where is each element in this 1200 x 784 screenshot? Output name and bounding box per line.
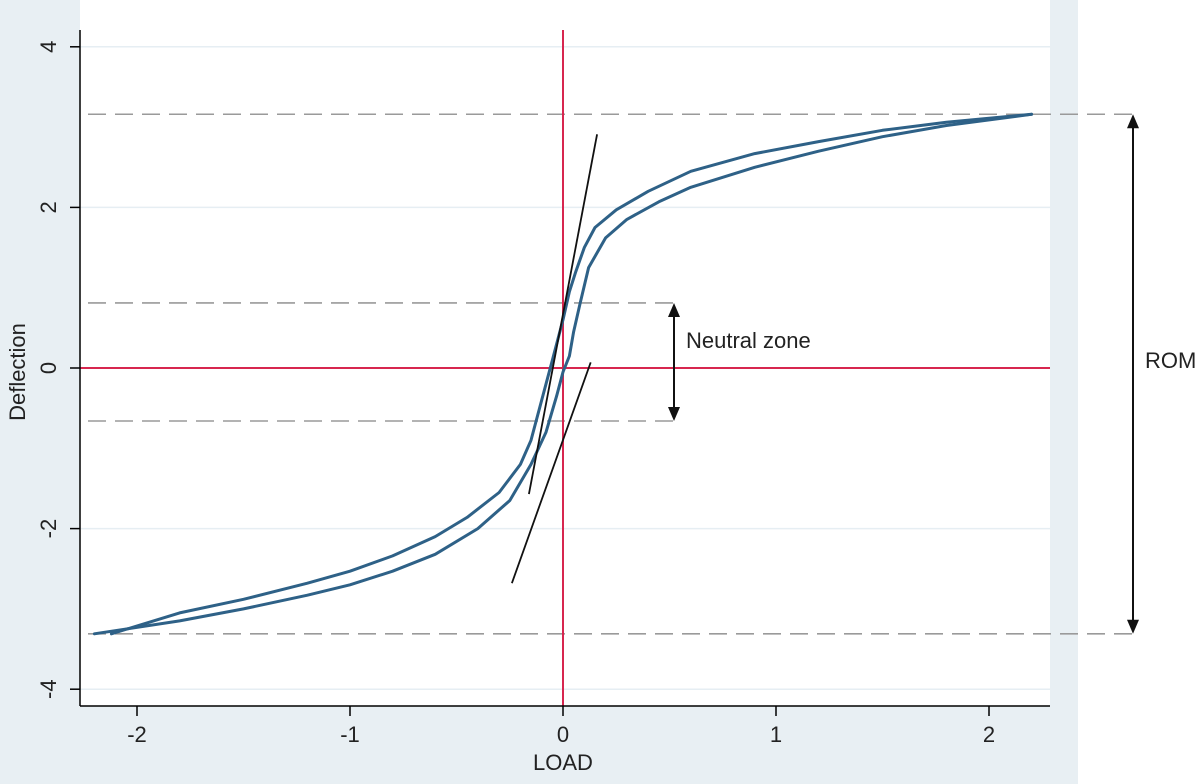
unloading-curve-line [92, 112, 1034, 636]
neutral-zone-label: Neutral zone [686, 328, 811, 353]
y-tick-label: 0 [36, 362, 61, 374]
plot-area [80, 0, 1050, 706]
rom-label: ROM [1145, 348, 1196, 373]
rom-arrow-head-bottom [1127, 619, 1139, 634]
x-tick-label: 1 [770, 722, 782, 747]
neutral-zone-arrow [668, 302, 680, 421]
x-tick-label: -1 [340, 722, 360, 747]
y-tick-label: -2 [36, 519, 61, 539]
rom-arrow-head-top [1127, 114, 1139, 129]
y-tick-label: 4 [36, 41, 61, 53]
y-axis-title: Deflection [5, 323, 30, 421]
rom-arrow [1127, 114, 1139, 634]
neutral-zone-arrow-head-top [668, 302, 680, 317]
upper-tangent-line [528, 134, 598, 495]
lower-tangent-line [511, 362, 592, 584]
x-tick-label: -2 [127, 722, 147, 747]
x-axis-title: LOAD [533, 750, 593, 775]
annotations: Neutral zone ROM [668, 114, 1196, 634]
y-tick-label: -4 [36, 679, 61, 699]
neutral-zone-arrow-head-bottom [668, 406, 680, 421]
y-tick-label: 2 [36, 201, 61, 213]
x-tick-label: 0 [557, 722, 569, 747]
x-tick-label: 2 [983, 722, 995, 747]
tangent-lines [511, 134, 598, 584]
axes: -2 -1 0 1 2 -4 -2 0 2 4 [36, 30, 1050, 747]
